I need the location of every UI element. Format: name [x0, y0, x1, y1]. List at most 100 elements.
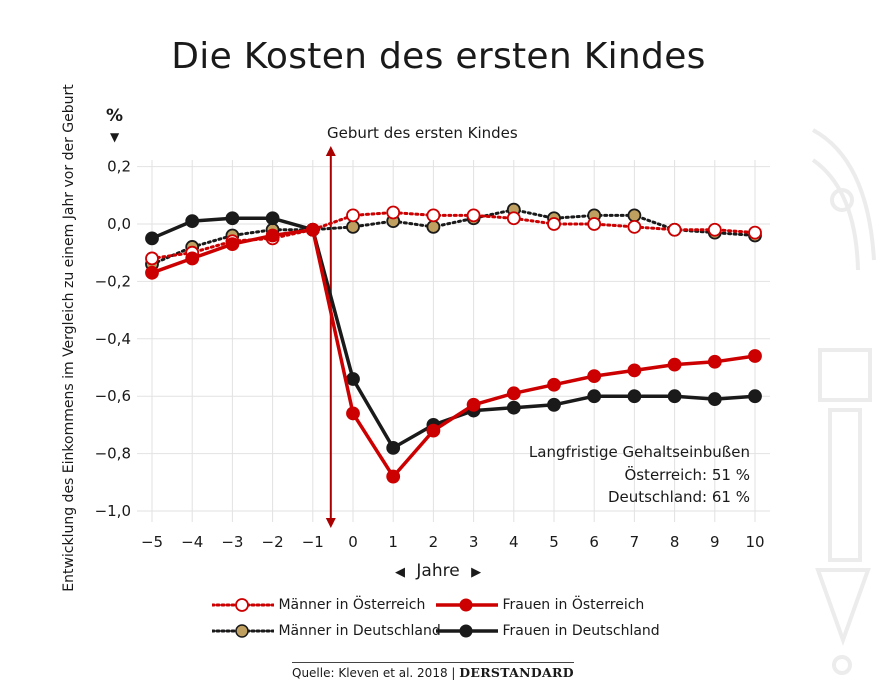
legend-label: Frauen in Österreich	[502, 597, 645, 613]
watermark-ornament	[811, 128, 876, 675]
data-point	[547, 397, 561, 412]
y-unit-label: %	[106, 106, 124, 126]
y-tick-label: −0,6	[95, 387, 131, 405]
legend-item-maenner-deutschland: Männer in Deutschland	[210, 623, 441, 639]
x-tick-label: 0	[348, 533, 358, 551]
data-point	[265, 228, 280, 243]
data-point	[627, 389, 642, 404]
legend-label: Männer in Deutschland	[278, 623, 441, 639]
annotation-germany: Deutschland: 61 %	[608, 488, 750, 506]
data-point	[185, 251, 200, 266]
legend-swatch-solid-red	[436, 598, 498, 612]
data-point	[386, 440, 401, 455]
source-line: Quelle: Kleven et al. 2018 | DERSTANDARD	[292, 662, 574, 681]
data-point	[506, 386, 521, 401]
series-0	[145, 202, 762, 272]
annotation-austria: Österreich: 51 %	[624, 465, 750, 484]
y-unit-arrow-icon: ▼	[110, 130, 120, 144]
legend-swatch-solid-black	[436, 624, 498, 638]
data-point	[748, 225, 762, 240]
data-point	[225, 237, 240, 251]
data-point	[627, 363, 642, 378]
series-layer	[145, 202, 762, 484]
data-point	[426, 219, 441, 234]
annotation-heading: Langfristige Gehaltseinbußen	[529, 443, 750, 461]
event-arrow-top	[325, 146, 336, 156]
legend-swatch-dotted-black	[210, 624, 276, 638]
y-tick-label: −1,0	[95, 502, 131, 520]
y-tick-label: −0,4	[95, 330, 131, 348]
data-point	[667, 389, 682, 404]
legend-label: Männer in Österreich	[278, 597, 426, 613]
legend-item-maenner-oesterreich: Männer in Österreich	[210, 597, 426, 613]
y-tick-label: 0,2	[107, 158, 131, 176]
y-tick-label: −0,8	[95, 445, 131, 463]
x-tick-label: 7	[630, 533, 640, 551]
data-point	[426, 423, 441, 438]
data-point	[587, 369, 602, 384]
series-line	[151, 216, 756, 450]
x-tick-labels: −5 −4 −3 −2 −1 0 1 2 3 4 5 6 7 8 9 10	[141, 533, 765, 551]
data-point	[346, 406, 360, 421]
line-chart: 0,2 0,0 −0,2 −0,4 −0,6 −0,8 −1,0 −5 −4 −3 −2 −1 0 1 2…	[95, 124, 770, 551]
legend-item-frauen-oesterreich: Frauen in Österreich	[436, 597, 644, 613]
data-point	[145, 231, 159, 246]
x-tick-label: −5	[141, 533, 163, 551]
data-point	[346, 219, 360, 234]
x-tick-label: 5	[549, 533, 559, 551]
data-point	[346, 208, 360, 223]
data-point	[225, 211, 240, 226]
data-point	[748, 389, 762, 404]
data-point	[185, 214, 200, 229]
x-tick-label: 3	[469, 533, 479, 551]
series-line	[150, 208, 757, 266]
data-point	[587, 389, 602, 404]
data-point	[346, 372, 360, 386]
event-arrow-bottom	[325, 518, 336, 528]
x-tick-label: 8	[670, 533, 680, 551]
data-point	[265, 211, 280, 226]
data-point	[506, 211, 521, 226]
data-point	[707, 222, 722, 237]
event-label: Geburt des ersten Kindes	[327, 124, 518, 142]
data-point	[707, 392, 722, 406]
annotation-box: Langfristige Gehaltseinbußen Österreich: …	[529, 443, 750, 506]
data-point	[305, 222, 320, 237]
data-point	[748, 349, 762, 363]
x-axis-label: Jahre	[416, 561, 460, 581]
legend-swatch-dotted-red	[210, 598, 276, 612]
data-point	[386, 205, 401, 220]
chart-title: Die Kosten des ersten Kindes	[171, 36, 706, 77]
data-point	[506, 400, 521, 415]
data-point	[426, 208, 441, 223]
arrow-left-icon: ◀	[395, 565, 405, 580]
arrow-right-icon: ▶	[471, 565, 482, 580]
legend-label: Frauen in Deutschland	[502, 623, 660, 639]
data-point	[587, 217, 602, 231]
data-point	[145, 265, 159, 280]
y-tick-label: −0,2	[95, 272, 131, 290]
data-point	[667, 357, 682, 372]
data-point	[466, 208, 481, 223]
x-tick-label: 10	[745, 533, 764, 551]
legend-item-frauen-deutschland: Frauen in Deutschland	[436, 623, 660, 639]
data-point	[386, 469, 401, 484]
x-tick-label: −2	[262, 533, 284, 551]
x-tick-label: 1	[388, 533, 398, 551]
source-text: Quelle: Kleven et al. 2018 |	[292, 666, 460, 680]
y-tick-labels: 0,2 0,0 −0,2 −0,4 −0,6 −0,8 −1,0	[95, 158, 131, 520]
x-tick-label: −4	[181, 533, 203, 551]
data-point	[627, 208, 642, 223]
series-line	[151, 227, 756, 479]
y-tick-label: 0,0	[107, 215, 131, 233]
data-point	[466, 397, 481, 412]
x-tick-label: 6	[589, 533, 599, 551]
x-tick-label: 9	[710, 533, 720, 551]
data-point	[547, 377, 561, 392]
x-tick-label: −1	[302, 533, 324, 551]
x-tick-label: 4	[509, 533, 519, 551]
x-tick-label: −3	[221, 533, 243, 551]
series-line	[150, 211, 757, 260]
brand-logo: DERSTANDARD	[459, 665, 574, 680]
x-unit-label: ◀ Jahre ▶	[395, 561, 481, 581]
